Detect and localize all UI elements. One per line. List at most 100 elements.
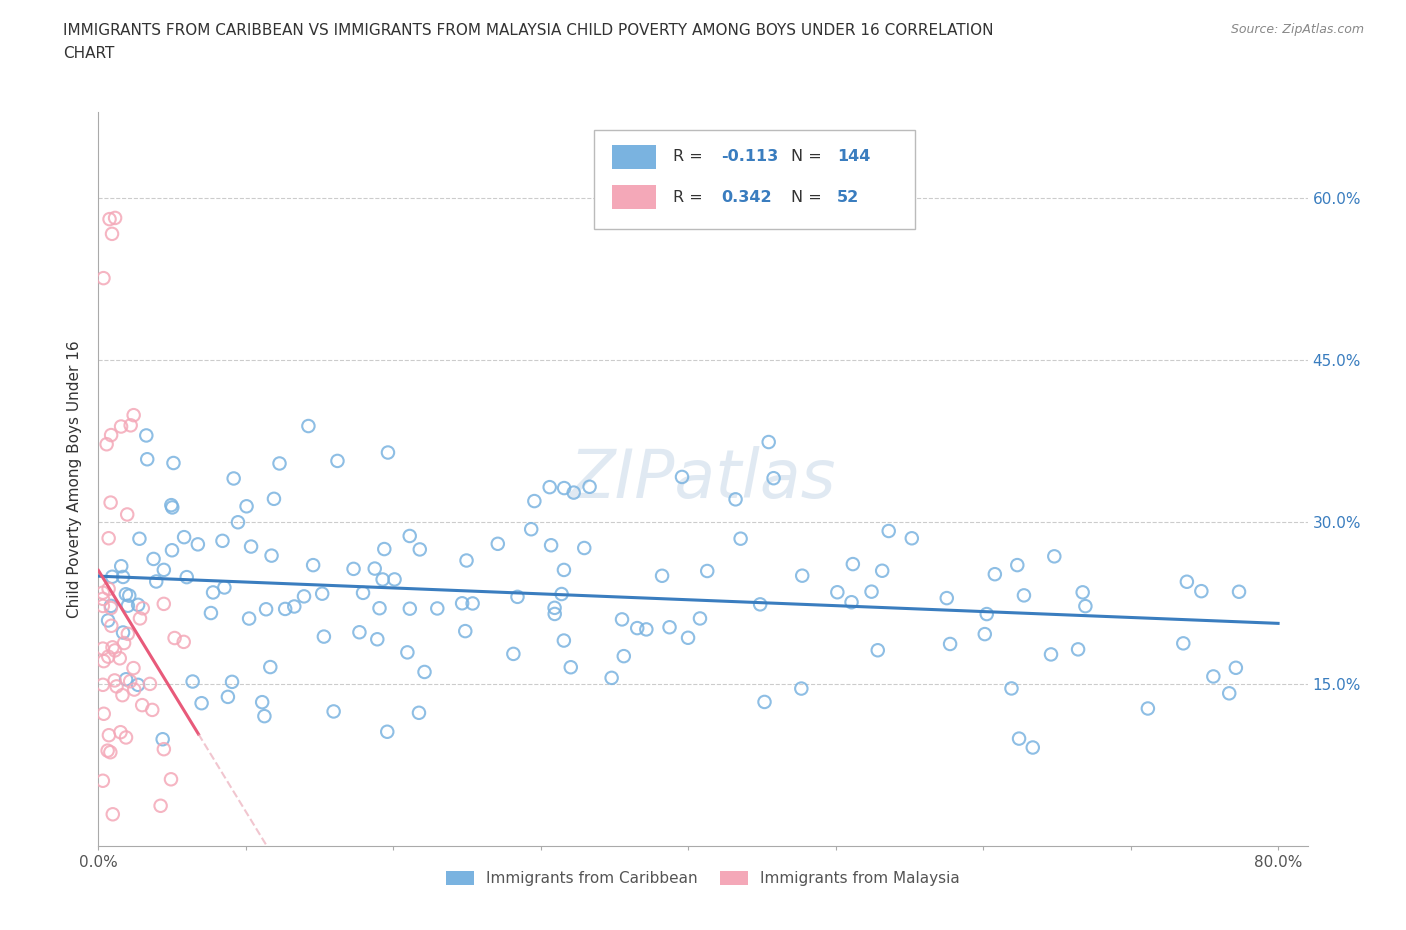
Bar xyxy=(613,185,655,209)
Point xyxy=(574,540,596,555)
Point xyxy=(935,591,957,605)
Point xyxy=(173,634,195,649)
Point xyxy=(538,480,561,495)
Point xyxy=(1071,585,1094,600)
Point xyxy=(827,585,849,600)
Point xyxy=(562,485,585,500)
Point xyxy=(626,620,648,635)
Point xyxy=(104,210,127,225)
Point xyxy=(112,625,135,640)
Point xyxy=(91,585,114,600)
Point xyxy=(176,570,198,585)
Point xyxy=(101,569,124,584)
Point xyxy=(100,618,122,633)
Point xyxy=(129,611,152,626)
Point xyxy=(115,507,138,522)
Point xyxy=(127,677,149,692)
Point xyxy=(1175,575,1198,590)
Point xyxy=(97,531,120,546)
Point xyxy=(96,437,118,452)
Point xyxy=(1218,686,1240,701)
Point xyxy=(250,695,273,710)
Point xyxy=(976,606,998,621)
Point xyxy=(101,807,124,822)
Bar xyxy=(613,145,655,168)
Point xyxy=(127,597,149,612)
Text: R =: R = xyxy=(672,149,707,164)
Point xyxy=(181,674,204,689)
Point xyxy=(136,452,159,467)
Point xyxy=(117,627,139,642)
Point xyxy=(841,595,863,610)
Point xyxy=(254,602,277,617)
Point xyxy=(749,597,772,612)
Point xyxy=(145,574,167,589)
Point xyxy=(860,584,883,599)
Point xyxy=(100,601,122,616)
Point xyxy=(1067,642,1090,657)
Point xyxy=(413,665,436,680)
Point xyxy=(91,599,114,614)
Point xyxy=(553,481,575,496)
Point xyxy=(866,643,889,658)
Point xyxy=(342,562,364,577)
Point xyxy=(100,599,122,614)
Point xyxy=(1225,660,1247,675)
Point xyxy=(543,601,565,616)
Point xyxy=(297,418,319,433)
Point xyxy=(91,591,114,606)
Point xyxy=(153,563,176,578)
Point xyxy=(260,548,283,563)
Point xyxy=(120,418,142,432)
Point xyxy=(173,530,195,545)
Point xyxy=(550,587,572,602)
Point xyxy=(105,679,128,694)
Point xyxy=(560,659,582,674)
Point xyxy=(676,631,699,645)
Point xyxy=(292,589,315,604)
Point xyxy=(104,673,127,688)
Point xyxy=(162,456,184,471)
Point xyxy=(544,606,567,621)
Point xyxy=(283,599,305,614)
Point xyxy=(214,580,236,595)
Point xyxy=(368,601,391,616)
Text: CHART: CHART xyxy=(63,46,115,61)
Point xyxy=(97,649,120,664)
Point xyxy=(312,630,335,644)
Point xyxy=(91,774,114,789)
Point xyxy=(98,212,121,227)
Point xyxy=(842,557,865,572)
Point xyxy=(1007,558,1029,573)
Point xyxy=(190,696,212,711)
Point xyxy=(1043,549,1066,564)
Point xyxy=(426,601,449,616)
Point xyxy=(636,622,658,637)
Text: ZIPatlas: ZIPatlas xyxy=(569,446,837,512)
Point xyxy=(163,631,186,645)
Point xyxy=(486,537,509,551)
Point xyxy=(135,428,157,443)
Point xyxy=(758,434,780,449)
Point xyxy=(93,654,115,669)
Point xyxy=(1202,669,1225,684)
Point xyxy=(302,558,325,573)
Text: -0.113: -0.113 xyxy=(721,149,779,164)
Text: 0.342: 0.342 xyxy=(721,190,772,205)
Point xyxy=(366,631,388,646)
Point xyxy=(792,568,814,583)
Point xyxy=(730,531,752,546)
Point xyxy=(160,498,183,512)
Point xyxy=(187,537,209,551)
Point xyxy=(1227,584,1250,599)
Point xyxy=(322,704,344,719)
Point xyxy=(651,568,673,583)
Text: 52: 52 xyxy=(837,190,859,205)
Point xyxy=(108,651,131,666)
Point xyxy=(98,745,121,760)
Point xyxy=(211,534,233,549)
Point xyxy=(326,454,349,469)
Point xyxy=(222,471,245,485)
Point xyxy=(600,671,623,685)
Point xyxy=(122,407,145,422)
